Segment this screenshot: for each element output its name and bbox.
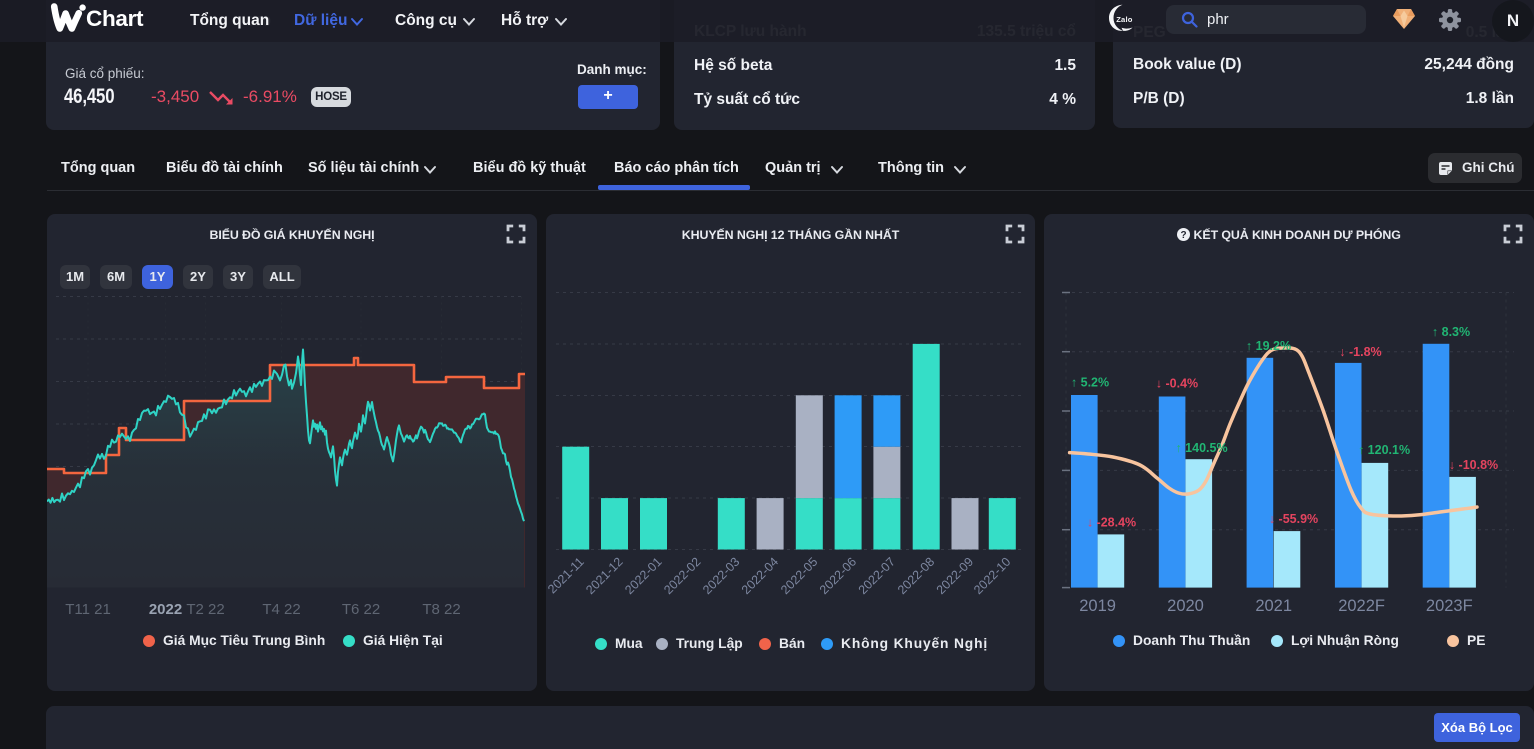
svg-text:2021-12: 2021-12 <box>583 555 625 597</box>
svg-text:2020: 2020 <box>1167 597 1204 615</box>
svg-text:2021-11: 2021-11 <box>546 555 587 597</box>
svg-text:↓ -55.9%: ↓ -55.9% <box>1269 512 1318 526</box>
svg-text:2022-01: 2022-01 <box>622 555 664 597</box>
svg-text:↓ -0.4%: ↓ -0.4% <box>1156 377 1198 391</box>
svg-text:2022-08: 2022-08 <box>895 555 937 597</box>
svg-text:Zalo: Zalo <box>1116 15 1133 24</box>
svg-text:2022-03: 2022-03 <box>700 555 742 597</box>
svg-text:2022-10: 2022-10 <box>971 555 1013 597</box>
svg-text:T4 22: T4 22 <box>262 601 300 618</box>
svg-text:↓ -28.4%: ↓ -28.4% <box>1087 516 1136 530</box>
svg-text:2022-07: 2022-07 <box>856 555 898 597</box>
svg-text:2021: 2021 <box>1255 597 1292 615</box>
svg-text:2022F: 2022F <box>1338 597 1385 615</box>
svg-text:2019: 2019 <box>1079 597 1116 615</box>
svg-text:↑ 19.2%: ↑ 19.2% <box>1246 339 1291 353</box>
svg-text:T11 21: T11 21 <box>65 601 111 618</box>
svg-text:↑ 8.3%: ↑ 8.3% <box>1432 325 1470 339</box>
svg-text:2022-06: 2022-06 <box>817 555 859 597</box>
svg-text:2022-02: 2022-02 <box>661 555 703 597</box>
svg-text:↑ 120.1%: ↑ 120.1% <box>1358 443 1410 457</box>
svg-text:2022-09: 2022-09 <box>934 555 976 597</box>
svg-text:2022-04: 2022-04 <box>739 555 781 597</box>
svg-text:?: ? <box>1181 230 1187 241</box>
svg-text:2022: 2022 <box>149 601 182 618</box>
svg-text:T6 22: T6 22 <box>342 601 380 618</box>
svg-text:↓ -1.8%: ↓ -1.8% <box>1339 345 1381 359</box>
svg-text:2022-05: 2022-05 <box>778 555 820 597</box>
svg-text:2023F: 2023F <box>1426 597 1473 615</box>
svg-text:T8 22: T8 22 <box>422 601 460 618</box>
svg-text:↓ -10.8%: ↓ -10.8% <box>1449 458 1498 472</box>
svg-text:↑ 140.5%: ↑ 140.5% <box>1175 441 1227 455</box>
svg-text:↑ 5.2%: ↑ 5.2% <box>1071 376 1109 390</box>
svg-text:T2 22: T2 22 <box>186 601 224 618</box>
